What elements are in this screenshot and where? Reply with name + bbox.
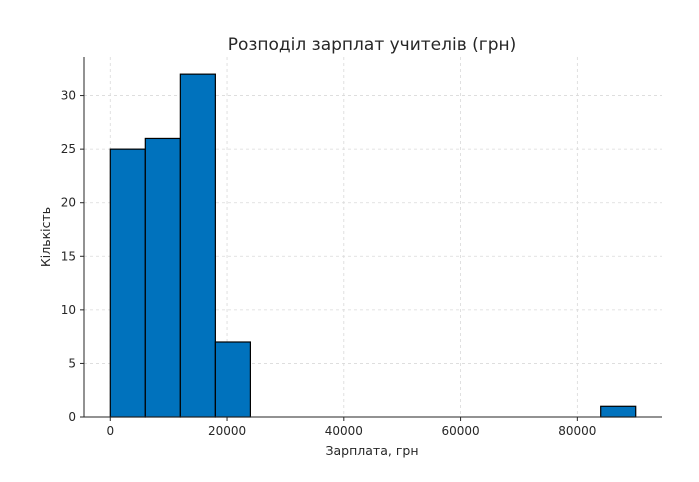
- y-tick-label: 15: [61, 249, 76, 263]
- histogram-bar: [144, 137, 181, 418]
- y-tick-label: 25: [61, 142, 76, 156]
- y-tick-label: 10: [61, 303, 76, 317]
- histogram-bar: [214, 341, 251, 418]
- histogram-bar: [600, 405, 637, 418]
- y-axis-label: Кількість: [38, 207, 53, 267]
- bars: [109, 73, 637, 418]
- y-ticks: 0 5 10 15 20 25 30: [61, 89, 84, 424]
- x-tick-label: 60000: [441, 424, 479, 438]
- axes: [83, 57, 662, 418]
- x-tick-label: 20000: [208, 424, 246, 438]
- histogram-bar: [109, 148, 146, 418]
- histogram-bar: [179, 73, 216, 418]
- y-tick-label: 5: [68, 356, 76, 370]
- y-tick-label: 30: [61, 89, 76, 103]
- x-tick-label: 0: [106, 424, 114, 438]
- x-ticks: 0 20000 40000 60000 80000: [106, 417, 596, 438]
- y-tick-label: 20: [61, 196, 76, 210]
- y-tick-label: 0: [68, 410, 76, 424]
- x-axis-label: Зарплата, грн: [326, 443, 419, 458]
- x-tick-label: 40000: [325, 424, 363, 438]
- chart-title: Розподіл зарплат учителів (грн): [228, 35, 517, 55]
- x-tick-label: 80000: [558, 424, 596, 438]
